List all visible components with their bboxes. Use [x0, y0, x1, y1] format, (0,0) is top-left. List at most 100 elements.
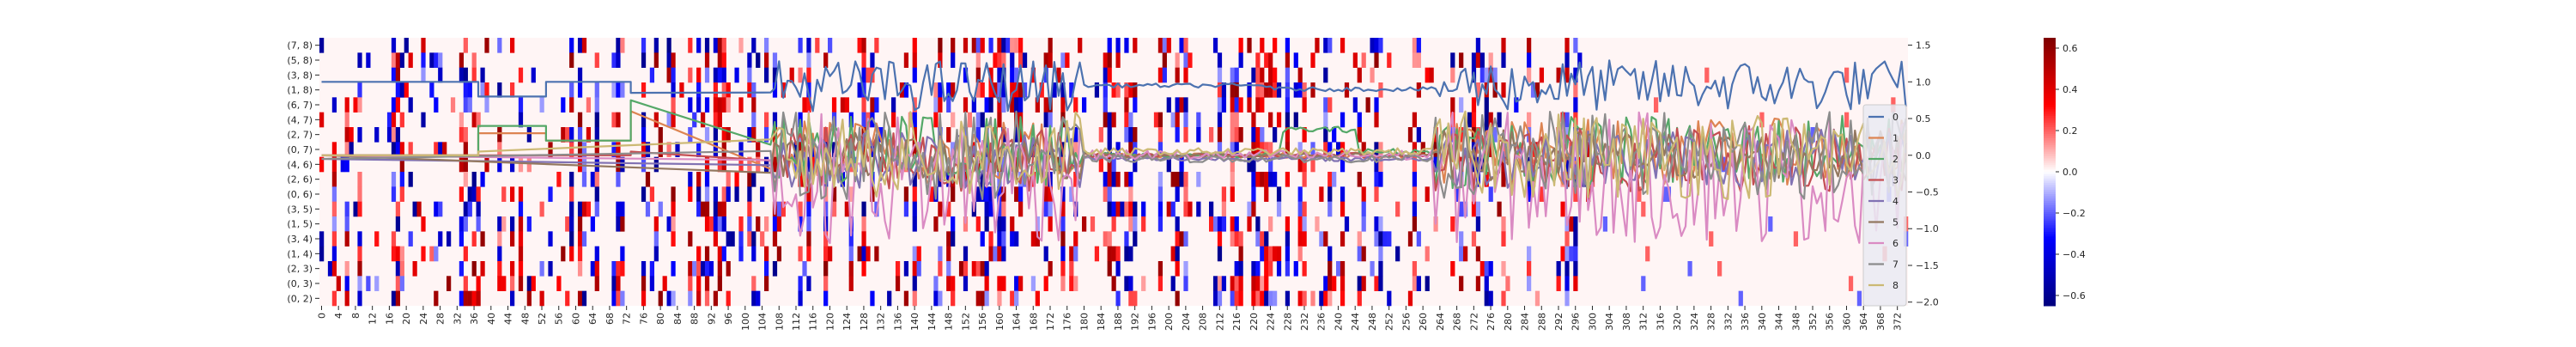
heatmap-cell: [831, 186, 837, 202]
x-tick-label: 372: [1893, 313, 1904, 331]
heatmap-cell: [1412, 201, 1418, 217]
heatmap-cell: [1361, 186, 1366, 202]
colorbar-segment: [2044, 303, 2056, 307]
heatmap-cell: [357, 276, 362, 291]
colorbar-segment: [2044, 140, 2056, 143]
heatmap-cell: [1340, 201, 1346, 217]
heatmap-cell: [434, 97, 439, 113]
heatmap-cell: [975, 290, 981, 307]
colorbar-segment: [2044, 133, 2056, 137]
heatmap-cell: [1230, 276, 1235, 291]
heatmap-cell: [484, 82, 489, 98]
heatmap-cell: [1285, 261, 1291, 277]
x-tick-label: 324: [1689, 313, 1700, 331]
heatmap-cell: [1209, 216, 1214, 232]
heatmap-cell: [331, 246, 337, 262]
heatmap-cell: [806, 246, 811, 262]
heatmap-cell: [391, 172, 397, 187]
heatmap-cell: [1060, 97, 1066, 113]
x-tick-label: 24: [418, 313, 429, 325]
heatmap-cell: [1323, 127, 1328, 143]
heatmap-cell: [1001, 246, 1006, 262]
heatmap-cell: [984, 216, 989, 232]
heatmap-cell: [1001, 97, 1006, 113]
heatmap-cell: [1484, 261, 1489, 277]
heatmap-cell: [611, 112, 617, 128]
heatmap-cell: [518, 216, 524, 232]
heatmap-cell: [772, 231, 778, 247]
axes: (7, 8)(5, 8)(3, 8)(1, 8)(6, 7)(4, 7)(2, …: [287, 40, 1938, 331]
heatmap-cell: [760, 231, 765, 247]
heatmap-cell: [471, 290, 477, 307]
heatmap-cell: [1175, 67, 1180, 83]
heatmap-cell: [463, 216, 468, 232]
heatmap-cell: [518, 112, 524, 128]
heatmap-cell: [1273, 127, 1278, 143]
right-y-tick-label: 1.5: [1916, 40, 1931, 52]
heatmap-cell: [1103, 172, 1108, 187]
heatmap-cell: [594, 246, 599, 262]
heatmap-cell: [760, 186, 765, 202]
heatmap-cell: [459, 186, 465, 202]
y-tick-label: (1, 8): [287, 85, 313, 96]
colorbar-segment: [2044, 189, 2056, 192]
heatmap-cell: [1273, 67, 1278, 83]
heatmap-cell: [1247, 201, 1252, 217]
heatmap-cell: [1501, 290, 1506, 307]
heatmap-cell: [421, 246, 426, 262]
heatmap-cell: [1365, 97, 1370, 113]
colorbar-segment: [2044, 178, 2056, 181]
heatmap-cell: [641, 142, 647, 157]
heatmap-cell: [1370, 38, 1375, 53]
heatmap-cell: [1103, 186, 1108, 202]
heatmap-cell: [1115, 246, 1121, 262]
heatmap-cell: [1175, 246, 1180, 262]
heatmap-cell: [704, 127, 710, 143]
heatmap-cell: [429, 82, 434, 98]
heatmap-cell: [831, 97, 837, 113]
heatmap-cell: [828, 38, 833, 53]
heatmap-cell: [658, 127, 663, 143]
heatmap-cell: [704, 67, 710, 83]
heatmap-cell: [594, 172, 599, 187]
right-y-tick-label: 0.5: [1916, 113, 1931, 125]
heatmap-cell: [1217, 142, 1223, 157]
heatmap-cell: [526, 290, 532, 307]
heatmap-cell: [1501, 261, 1506, 277]
heatmap-cell: [641, 261, 647, 277]
heatmap-cell: [1196, 201, 1201, 217]
x-tick-label: 128: [859, 313, 870, 331]
colorbar-segment: [2044, 289, 2056, 293]
heatmap-cell: [1030, 276, 1036, 291]
heatmap-cell: [645, 142, 651, 157]
heatmap-cell: [1260, 97, 1265, 113]
heatmap-cell: [751, 231, 756, 247]
heatmap-cell: [764, 276, 769, 291]
heatmap-cell: [946, 231, 951, 247]
x-tick-label: 176: [1062, 313, 1073, 331]
colorbar-segment: [2044, 94, 2056, 97]
x-tick-label: 196: [1146, 313, 1157, 331]
colorbar-segment: [2044, 270, 2056, 273]
heatmap-cell: [1534, 290, 1540, 307]
heatmap-cell: [569, 38, 574, 53]
heatmap-cell: [704, 246, 710, 262]
heatmap-cell: [938, 97, 943, 113]
heatmap-cell: [1704, 67, 1710, 83]
heatmap-cell: [616, 276, 621, 291]
heatmap-cell: [1238, 261, 1243, 277]
heatmap-cell: [594, 112, 599, 128]
right-y-tick-label: 0.0: [1916, 150, 1931, 161]
heatmap-cell: [1484, 112, 1489, 128]
heatmap-cell: [1374, 276, 1379, 291]
colorbar-tick-label: 0.2: [2063, 125, 2078, 137]
heatmap-cell: [912, 261, 917, 277]
heatmap-cell: [823, 246, 829, 262]
heatmap-cell: [1302, 172, 1307, 187]
heatmap-cell: [756, 216, 761, 232]
colorbar-segment: [2044, 239, 2056, 242]
heatmap-cell: [726, 82, 731, 98]
heatmap-cell: [1212, 38, 1218, 53]
heatmap-cell: [463, 82, 468, 98]
heatmap-cell: [1357, 127, 1362, 143]
